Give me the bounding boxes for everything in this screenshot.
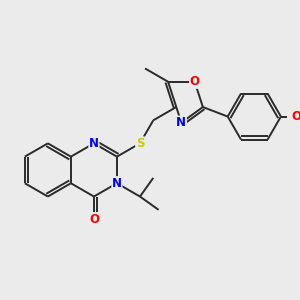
Text: O: O	[89, 213, 99, 226]
Text: O: O	[292, 110, 300, 123]
Text: N: N	[112, 177, 122, 190]
Text: N: N	[176, 116, 186, 129]
Text: O: O	[190, 75, 200, 88]
Text: S: S	[136, 137, 144, 150]
Text: N: N	[89, 137, 99, 150]
